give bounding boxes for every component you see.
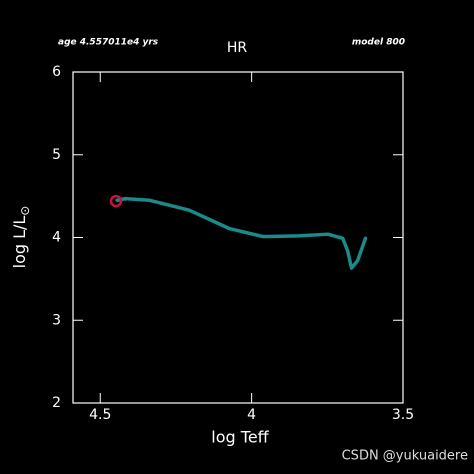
- y-axis-label-sub: ⊙: [18, 206, 32, 216]
- current-point: [109, 194, 123, 208]
- y-tick-label: 4: [52, 230, 61, 246]
- y-tick-label: 5: [52, 147, 61, 163]
- y-tick-label: 6: [52, 64, 61, 80]
- watermark: CSDN @yukuaidere: [342, 449, 468, 464]
- age-text: age 4.557011e4 yrs: [58, 38, 159, 48]
- y-tick-label: 2: [52, 395, 61, 411]
- y-tick-label: 3: [52, 312, 61, 328]
- chart-title: HR: [227, 40, 248, 56]
- x-tick-label: 4: [247, 407, 256, 423]
- x-tick-label: 4.5: [89, 407, 111, 423]
- x-axis-label: log Teff: [211, 428, 269, 447]
- y-axis-label: log L/L⊙: [10, 206, 32, 269]
- y-axis-label-main: log L/L: [10, 216, 29, 269]
- x-tick-label: 3.5: [392, 407, 414, 423]
- track-line: [115, 196, 368, 270]
- model-text: model 800: [352, 38, 405, 48]
